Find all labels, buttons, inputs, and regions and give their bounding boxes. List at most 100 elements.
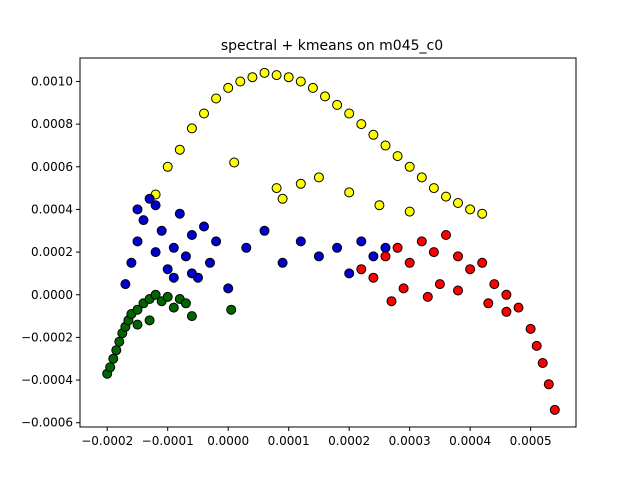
data-point [283, 72, 294, 83]
data-point [259, 67, 270, 78]
data-point [199, 108, 209, 119]
y-tick-label: −0.0006 [21, 416, 73, 430]
data-point [513, 302, 524, 313]
data-point [404, 257, 415, 268]
data-point [186, 123, 197, 134]
data-point [186, 311, 197, 322]
data-point [356, 264, 367, 275]
data-point [313, 251, 324, 262]
data-point [344, 268, 355, 279]
data-point [477, 257, 488, 268]
data-point [434, 279, 445, 290]
x-tick-label: 0.0003 [389, 434, 431, 448]
y-axis-ticks: −0.0006 −0.0004 −0.0002 0.0000 0.0002 0.0004 0… [21, 74, 80, 430]
data-point [150, 200, 161, 211]
data-point [174, 208, 185, 219]
series-0 [150, 67, 488, 219]
x-tick-label: 0.0001 [268, 434, 310, 448]
data-point [404, 161, 415, 172]
data-point [126, 257, 137, 268]
data-point [271, 183, 282, 194]
data-point [259, 225, 270, 236]
x-tick-label: 0.0004 [449, 434, 491, 448]
data-point [156, 225, 167, 236]
data-point [186, 268, 197, 279]
data-point [132, 236, 143, 247]
data-point [162, 161, 173, 172]
data-point [144, 315, 155, 326]
data-point [537, 358, 548, 368]
data-point [295, 76, 306, 87]
data-point [392, 242, 403, 253]
data-point [356, 236, 367, 247]
data-point [108, 353, 119, 364]
data-point [229, 157, 240, 168]
data-point [205, 257, 215, 268]
data-point [211, 236, 222, 247]
data-point [150, 247, 161, 258]
data-point [295, 178, 306, 189]
data-point [380, 251, 391, 262]
data-point [168, 242, 179, 253]
x-tick-label: −0.0002 [81, 434, 133, 448]
data-point [477, 208, 488, 219]
data-point [398, 283, 409, 294]
data-point [277, 257, 288, 268]
data-point [416, 172, 427, 183]
data-point [344, 108, 355, 119]
data-point [162, 291, 173, 302]
data-point [174, 144, 185, 155]
series-2 [356, 230, 560, 415]
data-point [465, 264, 476, 275]
data-point [132, 304, 143, 315]
data-point [307, 82, 318, 93]
data-point [356, 119, 367, 130]
data-point [320, 91, 330, 102]
data-point [428, 247, 439, 258]
data-point [368, 251, 379, 262]
data-point [525, 323, 536, 334]
data-point [549, 404, 560, 415]
data-point [332, 99, 343, 110]
data-point [422, 291, 433, 302]
data-point [235, 76, 246, 87]
data-point [501, 289, 512, 300]
series-3 [102, 289, 237, 379]
data-point [168, 302, 179, 313]
data-point [226, 304, 237, 315]
y-tick-label: 0.0008 [31, 117, 73, 131]
data-point [295, 236, 306, 247]
data-point [368, 129, 379, 140]
data-point [380, 140, 391, 151]
y-tick-label: 0.0000 [31, 288, 73, 302]
data-point [271, 70, 282, 81]
data-point [223, 82, 234, 93]
data-point [150, 289, 161, 300]
data-point [543, 379, 554, 390]
x-tick-label: 0.0005 [510, 434, 552, 448]
data-point [416, 236, 427, 247]
data-point [138, 215, 149, 226]
data-point [211, 93, 222, 104]
data-point [531, 340, 542, 351]
data-point [132, 204, 143, 215]
data-point [241, 242, 252, 253]
scatter-points [102, 67, 560, 415]
data-point [489, 279, 500, 290]
data-point [180, 298, 191, 309]
data-point [114, 336, 125, 347]
data-point [105, 362, 116, 373]
data-point [277, 193, 288, 204]
data-point [313, 172, 324, 183]
data-point [168, 272, 179, 283]
data-point [223, 283, 234, 294]
series-1 [120, 193, 391, 294]
data-point [199, 221, 209, 232]
x-tick-label: 0.0002 [328, 434, 370, 448]
data-point [162, 264, 173, 275]
data-point [186, 230, 197, 240]
data-point [111, 345, 122, 356]
x-tick-label: 0.0000 [207, 434, 249, 448]
data-point [180, 251, 191, 262]
